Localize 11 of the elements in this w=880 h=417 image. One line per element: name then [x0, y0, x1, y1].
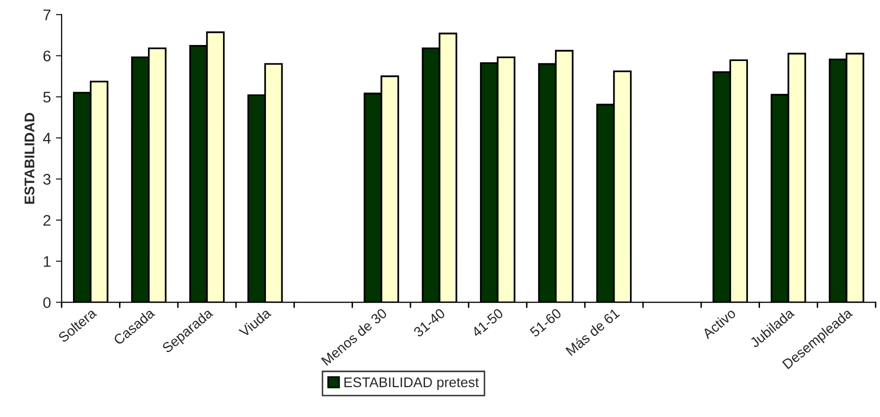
y-tick-label: 2 — [43, 214, 50, 226]
y-tick-label: 6 — [43, 50, 51, 62]
y-tick-label: 4 — [43, 132, 51, 144]
y-tick-label: 5 — [43, 92, 51, 102]
x-tick-label: Más de 61 — [565, 307, 620, 356]
y-tick-label: 3 — [43, 174, 51, 185]
y-tick-label: 1 — [44, 256, 50, 267]
y-axis-title: ESTABILIDAD — [24, 112, 34, 204]
y-tick-label: 7 — [43, 10, 50, 20]
legend-label: ESTABILIDAD pretest — [344, 377, 479, 390]
y-tick-label: 0 — [43, 297, 51, 308]
